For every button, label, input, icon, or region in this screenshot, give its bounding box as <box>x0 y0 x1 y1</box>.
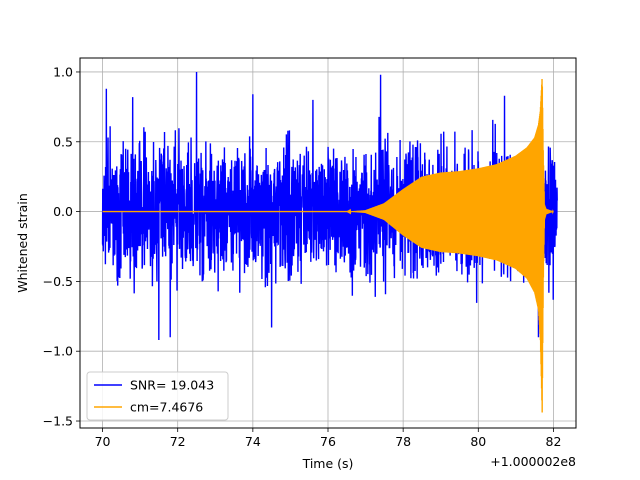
x-tick-label: 80 <box>470 434 486 449</box>
y-tick-label: 0.5 <box>53 134 73 149</box>
legend-box <box>86 371 229 421</box>
x-tick-label: 70 <box>95 434 111 449</box>
x-tick-label: 74 <box>245 434 261 449</box>
x-tick-label: 72 <box>170 434 186 449</box>
x-axis-offset-label: +1.000002e8 <box>490 454 576 469</box>
y-tick-label: −0.5 <box>43 274 73 289</box>
legend: SNR= 19.043 cm=7.4676 <box>86 371 229 421</box>
x-axis-label: Time (s) <box>302 456 354 471</box>
y-tick-label: 0.0 <box>53 204 73 219</box>
y-tick-label: 1.0 <box>53 64 73 79</box>
series-layer <box>101 71 558 413</box>
x-tick-label: 78 <box>395 434 411 449</box>
y-tick-label: −1.0 <box>43 344 73 359</box>
x-axis-ticks: 70 72 74 76 78 80 82 <box>95 428 562 449</box>
y-axis-ticks: 1.0 0.5 0.0 −0.5 −1.0 −1.5 <box>43 64 80 429</box>
legend-entry-cm: cm=7.4676 <box>130 400 203 415</box>
series-line-cm <box>102 79 554 413</box>
legend-entry-snr: SNR= 19.043 <box>130 378 214 393</box>
y-axis-label: Whitened strain <box>15 193 30 292</box>
y-tick-label: −1.5 <box>43 414 73 429</box>
x-tick-label: 82 <box>546 434 562 449</box>
x-tick-label: 76 <box>320 434 336 449</box>
